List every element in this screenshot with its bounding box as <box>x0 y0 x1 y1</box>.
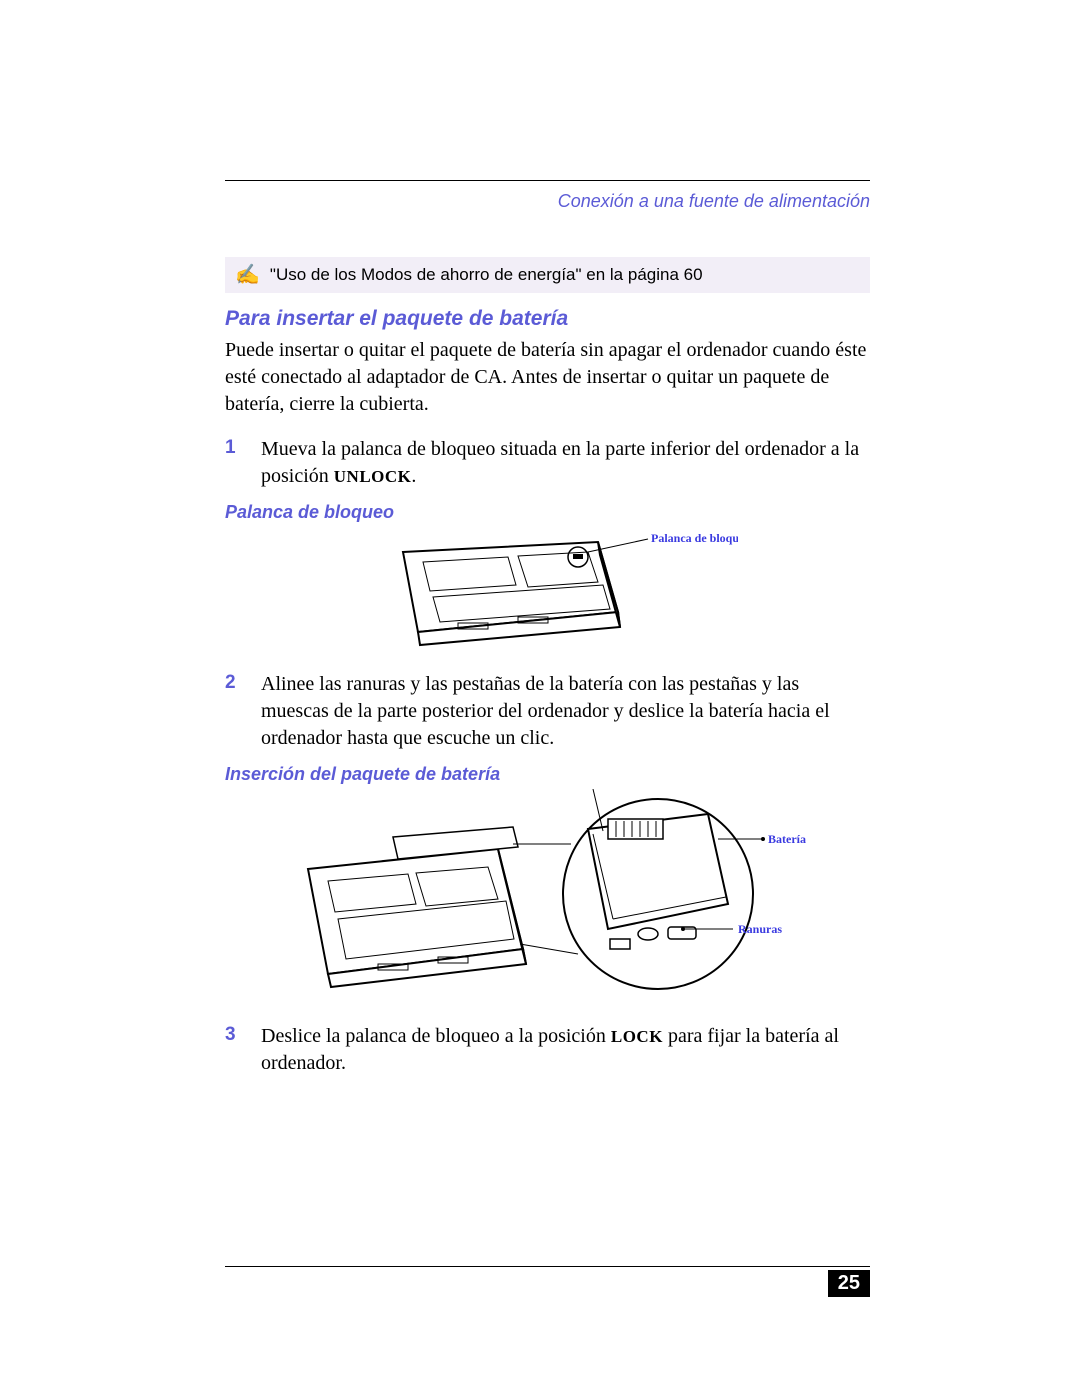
page-header: Conexión a una fuente de alimentación <box>225 191 870 212</box>
step-number: 3 <box>225 1023 239 1077</box>
pencil-icon: ✍ <box>235 265 260 285</box>
note-text: "Uso de los Modos de ahorro de energía" … <box>270 265 703 285</box>
step-text-smallcaps: LOCK <box>611 1027 663 1046</box>
step-text-smallcaps: UNLOCK <box>334 467 412 486</box>
figure2-label-slots: Ranuras <box>738 922 782 936</box>
battery-insertion-diagram: Batería Ranuras <box>288 789 808 1009</box>
figure2: Batería Ranuras <box>225 789 870 1009</box>
step-text-post: . <box>411 465 416 487</box>
bottom-separator <box>225 1266 870 1267</box>
section-intro: Puede insertar o quitar el paquete de ba… <box>225 337 870 418</box>
step-text: Mueva la palanca de bloqueo situada en l… <box>261 436 870 490</box>
lock-lever-diagram: Palanca de bloqueo <box>358 527 738 657</box>
step-text-pre: Alinee las ranuras y las pestañas de la … <box>261 673 830 749</box>
top-separator <box>225 180 870 181</box>
cross-reference-note: ✍ "Uso de los Modos de ahorro de energía… <box>225 257 870 293</box>
figure1: Palanca de bloqueo <box>225 527 870 657</box>
step-number: 2 <box>225 671 239 752</box>
page-number: 25 <box>828 1270 870 1297</box>
step-number: 1 <box>225 436 239 490</box>
document-page: Conexión a una fuente de alimentación ✍ … <box>0 0 1080 1397</box>
section-title: Para insertar el paquete de batería <box>225 307 870 331</box>
step-2: 2 Alinee las ranuras y las pestañas de l… <box>225 671 870 752</box>
figure2-caption: Inserción del paquete de batería <box>225 764 870 785</box>
step-text-pre: Deslice la palanca de bloqueo a la posic… <box>261 1025 611 1047</box>
step-1: 1 Mueva la palanca de bloqueo situada en… <box>225 436 870 490</box>
step-text: Deslice la palanca de bloqueo a la posic… <box>261 1023 870 1077</box>
figure1-caption: Palanca de bloqueo <box>225 502 870 523</box>
figure1-label: Palanca de bloqueo <box>651 531 738 545</box>
step-text: Alinee las ranuras y las pestañas de la … <box>261 671 870 752</box>
figure2-label-battery: Batería <box>768 832 806 846</box>
step-3: 3 Deslice la palanca de bloqueo a la pos… <box>225 1023 870 1077</box>
